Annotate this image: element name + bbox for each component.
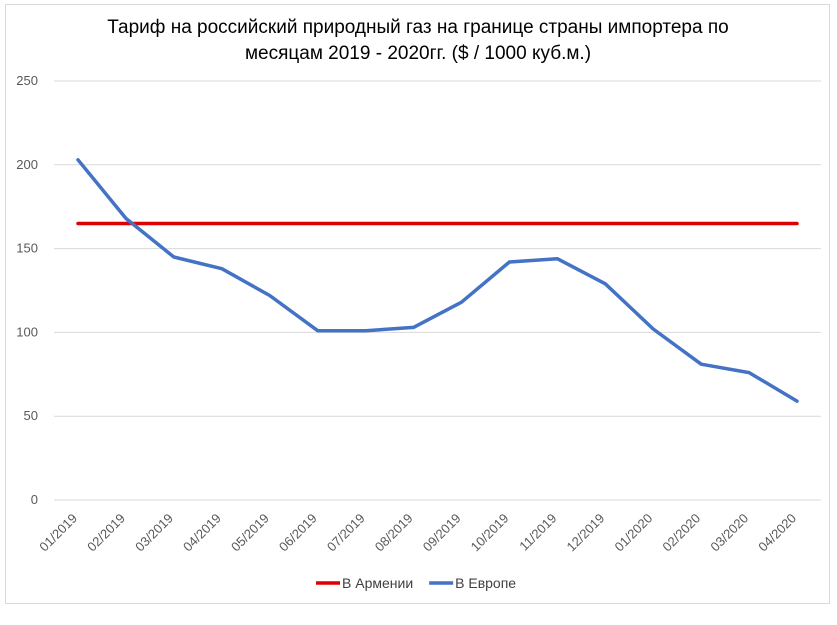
y-tick-label: 100 xyxy=(16,324,38,339)
x-tick-label: 01/2019 xyxy=(36,511,80,555)
x-tick-label: 07/2019 xyxy=(324,511,368,555)
y-tick-label: 50 xyxy=(24,408,38,423)
x-tick-label: 02/2020 xyxy=(659,511,703,555)
x-tick-label: 02/2019 xyxy=(84,511,128,555)
x-tick-label: 08/2019 xyxy=(372,511,416,555)
y-tick-label: 250 xyxy=(16,73,38,88)
chart-title-line-1: Тариф на российский природный газ на гра… xyxy=(107,17,728,38)
chart-title-line-2: месяцам 2019 - 2020гг. ($ / 1000 куб.м.) xyxy=(245,43,591,64)
gridlines xyxy=(54,80,821,501)
chart-frame: Тариф на российский природный газ на гра… xyxy=(5,4,830,604)
x-axis-ticks: 01/2019 02/2019 03/2019 04/2019 05/2019 06/20… xyxy=(36,511,799,555)
series-lines xyxy=(76,158,799,403)
x-tick-label: 04/2019 xyxy=(180,511,224,555)
y-axis-ticks: 0 50 100 150 200 250 xyxy=(16,73,38,507)
x-tick-label: 03/2020 xyxy=(707,511,751,555)
y-tick-label: 150 xyxy=(16,241,38,256)
x-tick-label: 01/2020 xyxy=(611,511,655,555)
x-tick-label: 10/2019 xyxy=(468,511,512,555)
y-tick-label: 0 xyxy=(31,492,38,507)
x-tick-label: 03/2019 xyxy=(132,511,176,555)
x-tick-label: 12/2019 xyxy=(564,511,608,555)
legend: В Армении В Европе xyxy=(316,575,516,591)
series-line-1 xyxy=(76,158,799,403)
x-tick-label: 11/2019 xyxy=(516,511,559,554)
line-chart: Тариф на российский природный газ на гра… xyxy=(16,17,821,591)
x-tick-label: 05/2019 xyxy=(228,511,272,555)
x-tick-label: 06/2019 xyxy=(276,511,320,555)
x-tick-label: 09/2019 xyxy=(420,511,464,555)
legend-label-1: В Европе xyxy=(455,575,516,591)
y-tick-label: 200 xyxy=(16,157,38,172)
legend-label-0: В Армении xyxy=(342,575,413,591)
x-tick-label: 04/2020 xyxy=(755,511,799,555)
